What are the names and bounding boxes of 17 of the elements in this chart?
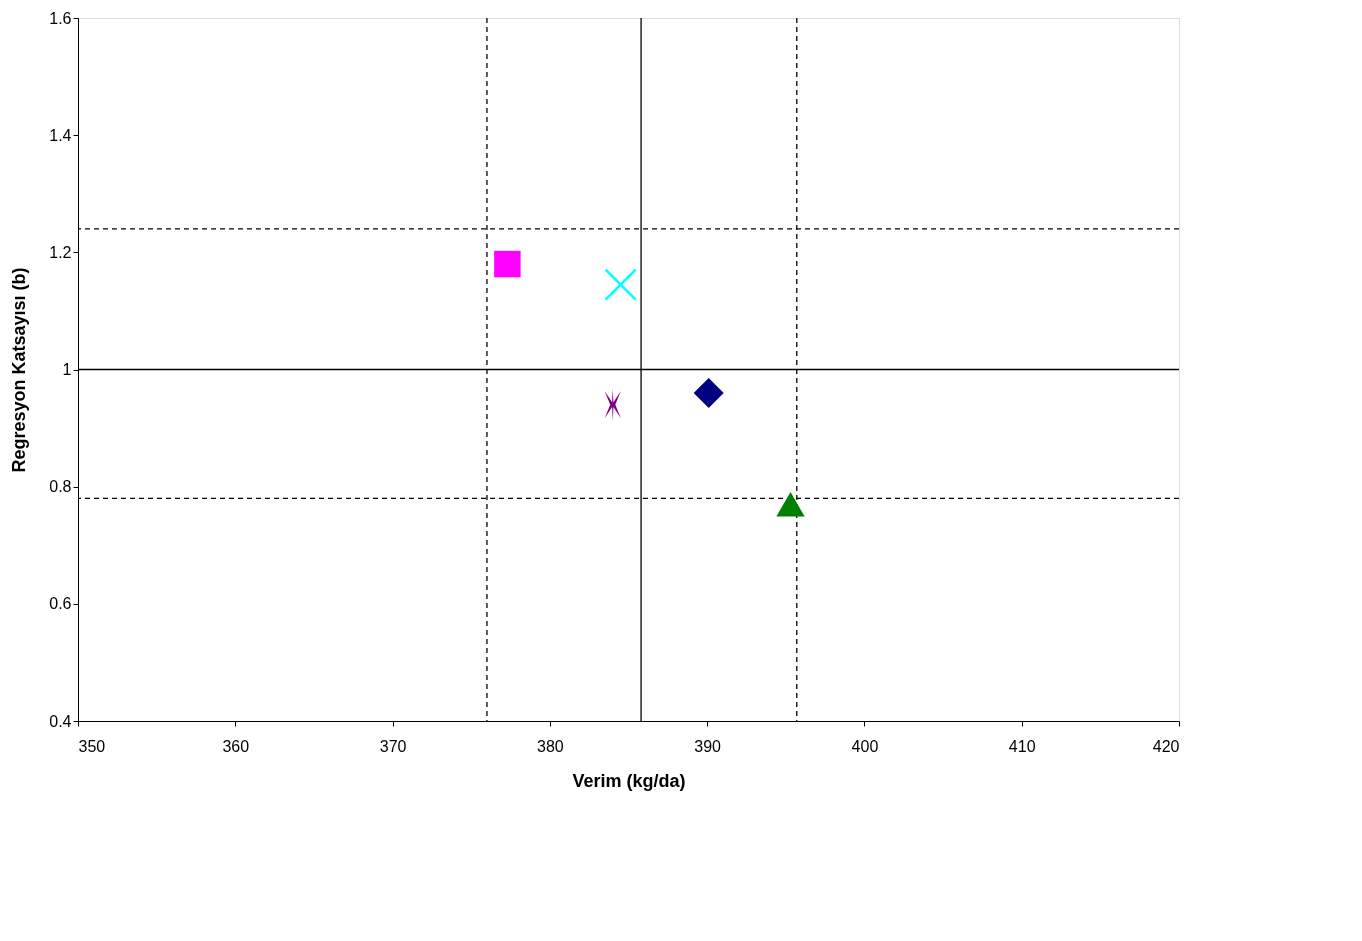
y-tick-label: 1 [62,361,72,378]
x-tick-label: 350 [78,737,106,755]
x-tick-label: 390 [694,737,722,755]
y-tick-label: 0.4 [49,712,72,730]
y-tick-label: 1.2 [49,243,72,261]
y-tick-label: 1.6 [49,9,72,27]
x-tick-label: 410 [1008,737,1036,755]
x-tick-label: 360 [222,737,250,755]
x-tick-label: 420 [1152,737,1180,755]
x-axis-title: Verim (kg/da) [572,770,686,791]
x-tick-label: 400 [851,737,879,755]
y-tick-label: 1.4 [49,126,72,144]
y-tick-label: 0.6 [49,595,72,613]
x-tick-label: 370 [379,737,407,755]
y-tick-label: 0.8 [49,478,72,496]
y-axis-title: Regresyon Katsayısı (b) [9,267,30,473]
x-tick-label: 380 [537,737,564,755]
